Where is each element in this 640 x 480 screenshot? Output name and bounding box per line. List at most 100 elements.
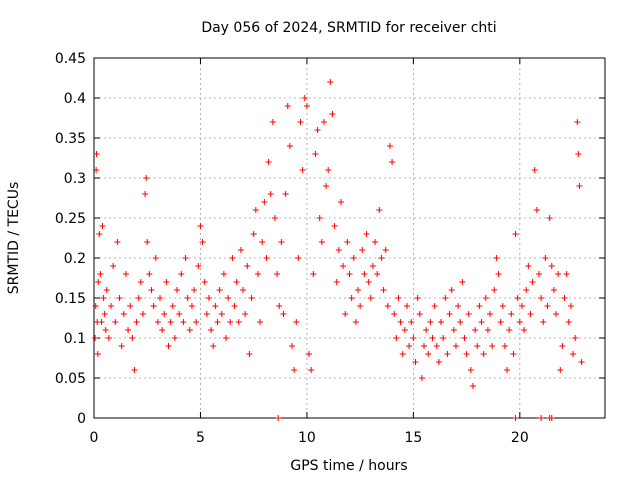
data-point [188,303,195,309]
data-point [329,111,336,117]
data-point [278,239,285,245]
data-point [171,335,178,341]
data-point [540,319,547,325]
y-tick-label: 0.1 [64,331,86,347]
data-point [142,191,149,197]
y-tick-label: 0.35 [55,131,86,147]
data-point [242,311,249,317]
data-point [116,295,123,301]
data-point [269,119,276,125]
data-point [350,255,357,261]
data-point [514,295,521,301]
data-point [161,311,168,317]
data-point [129,335,136,341]
data-point [467,367,474,373]
data-point [103,287,110,293]
data-point [120,311,127,317]
data-point [459,279,466,285]
data-point [544,303,551,309]
data-point [257,319,264,325]
data-point [382,247,389,253]
data-point [372,239,379,245]
data-point [205,295,212,301]
data-point [208,327,215,333]
data-point [163,279,170,285]
data-point [504,367,511,373]
data-point [476,303,483,309]
data-point [220,271,227,277]
data-point [478,319,485,325]
data-point [331,223,338,229]
data-point [210,343,217,349]
data-point [97,271,104,277]
data-point [510,351,517,357]
data-point [101,311,108,317]
data-point [363,231,370,237]
y-tick-label: 0.2 [64,251,86,267]
data-point [529,279,536,285]
data-point [174,287,181,293]
y-tick-label: 0.45 [55,51,86,67]
plot-frame [93,57,606,419]
data-point [167,319,174,325]
data-point [235,319,242,325]
data-point [389,159,396,165]
data-point [578,359,585,365]
x-axis-label: GPS time / hours [290,458,407,474]
data-point [276,303,283,309]
data-point [393,335,400,341]
data-point [465,311,472,317]
data-point [93,167,100,173]
data-point [525,263,532,269]
data-point [152,255,159,261]
data-point [450,327,457,333]
data-point [516,319,523,325]
data-point [227,319,234,325]
y-tick-label: 0.15 [55,291,86,307]
x-tick-label: 10 [298,430,316,446]
data-point [352,319,359,325]
data-point [203,311,210,317]
data-point [418,375,425,381]
data-point [442,295,449,301]
x-tick-label: 15 [404,430,422,446]
data-point [127,303,134,309]
data-point [355,287,362,293]
data-point [240,287,247,293]
data-point [139,311,146,317]
data-point [489,343,496,349]
data-point [218,311,225,317]
data-point [397,319,404,325]
data-point [550,287,557,293]
data-point [561,295,568,301]
data-point [293,319,300,325]
data-point [299,167,306,173]
data-point [286,143,293,149]
data-point [301,95,308,101]
data-point [201,279,208,285]
data-point [491,287,498,293]
data-points [92,79,585,421]
data-point [95,279,102,285]
data-point [295,255,302,261]
data-point [252,207,259,213]
data-point [421,343,428,349]
data-point [333,279,340,285]
data-point [527,311,534,317]
data-point [118,343,125,349]
data-point [231,303,238,309]
data-point [93,151,100,157]
data-point [284,103,291,109]
data-point [327,79,334,85]
data-point [137,279,144,285]
data-point [308,367,315,373]
data-point [195,263,202,269]
y-axis-label: SRMTID / TECUs [6,182,22,295]
data-point [406,343,413,349]
data-point [112,319,119,325]
data-point [314,127,321,133]
data-point [110,263,117,269]
y-tick-label: 0.05 [55,371,86,387]
data-point [523,287,530,293]
